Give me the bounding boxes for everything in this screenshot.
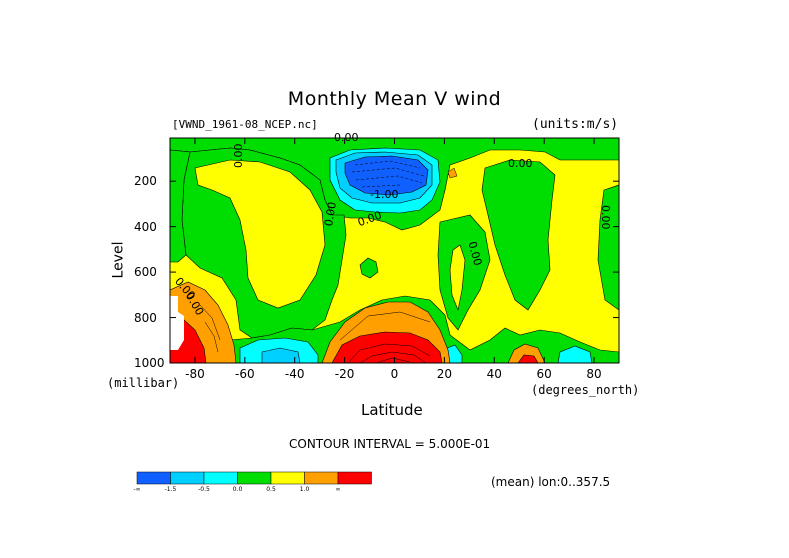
contour-label: 0.00 [599, 205, 612, 230]
colorbar-label: 0.0 [232, 486, 243, 493]
y-axis-label: Level [110, 241, 127, 279]
x-tick-label: -80 [185, 367, 205, 381]
contour-label: -1.00 [370, 188, 399, 201]
fill-yellow-island2 [449, 244, 466, 312]
contour-field [170, 138, 619, 363]
fill-orange-speck [447, 167, 458, 179]
colorbar-label: -1.5 [164, 486, 177, 493]
colorbar-swatch [170, 471, 205, 485]
contour-label: 0.00 [508, 157, 533, 170]
x-tick-label: 20 [436, 367, 453, 381]
contour-interval-note: CONTOUR INTERVAL = 5.000E-01 [289, 437, 491, 451]
x-tick-label: -40 [284, 367, 305, 381]
colorbar-swatch [237, 471, 272, 485]
fill-blue-upper [344, 155, 429, 196]
contour-label: 0.00 [232, 143, 245, 169]
fill-yellow-island1 [194, 159, 326, 309]
fill-green-far-right [597, 184, 619, 311]
colorbar-label: -∞ [133, 486, 141, 493]
fill-cyan-lower3 [557, 345, 593, 363]
colorbar-swatch [304, 471, 339, 485]
x-axis-unit: (degrees_north) [531, 383, 640, 397]
colorbar-label: 1.0 [299, 486, 310, 493]
x-tick-label: -60 [235, 367, 255, 381]
fill-cyan2-lower [261, 347, 301, 363]
x-tick-marks [194, 138, 595, 363]
colorbar-swatch [337, 471, 372, 485]
x-axis-label: Latitude [361, 401, 423, 419]
colorbar-label: ∞ [335, 486, 341, 493]
fill-green-left2 [170, 149, 191, 263]
y-tick-label: 800 [134, 310, 157, 325]
units-label: (units:m/s) [532, 117, 619, 132]
y-tick-label: 600 [134, 265, 157, 280]
y-axis-unit: (millibar) [107, 376, 180, 390]
mean-lon-note: (mean) lon:0..357.5 [491, 475, 611, 489]
colorbar-swatch [136, 471, 171, 485]
y-tick-label: 1000 [134, 356, 165, 370]
chart-title: Monthly Mean V wind [287, 88, 502, 110]
fill-green-right [481, 159, 556, 311]
x-tick-label: 40 [486, 367, 502, 381]
y-tick-marks [170, 180, 619, 364]
fill-missing [170, 296, 184, 350]
fill-red-right [517, 354, 539, 363]
dataset-label: [VWND_1961-08_NCEP.nc] [172, 118, 318, 131]
contour-label: 0.00 [334, 131, 359, 144]
y-tick-label: 200 [134, 174, 157, 189]
x-tick-label: 80 [586, 367, 602, 381]
colorbar-label: 0.5 [266, 486, 276, 493]
x-tick-label: 60 [536, 367, 552, 381]
x-tick-label: -20 [334, 367, 355, 381]
colorbar-label: -0.5 [198, 486, 210, 493]
fill-green-small [359, 257, 379, 279]
fill-orange-right [507, 343, 546, 363]
colorbar-swatch [270, 471, 305, 485]
colorbar-swatch [203, 471, 238, 485]
x-tick-label: 0 [390, 367, 399, 381]
y-tick-label: 400 [134, 219, 157, 234]
colorbar [136, 471, 372, 485]
